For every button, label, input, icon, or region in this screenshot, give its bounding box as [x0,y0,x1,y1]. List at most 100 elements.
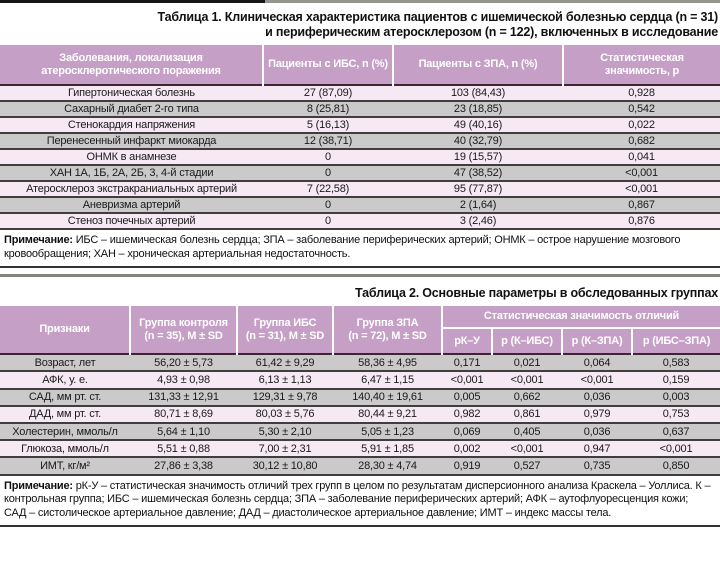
table-cell-pku: <0,001 [450,373,484,386]
table-cell-ibs-value: 80,03 ± 5,76 [255,408,315,421]
section-divider-rule [0,274,720,278]
table-cell-ibs-value: 30,12 ± 10,80 [252,459,318,472]
table1-header-diseases: Заболевания, локализация атеросклеротиче… [0,45,263,85]
table-cell-ibs-value: 129,31 ± 9,78 [252,391,318,404]
table-cell-zpa-value: 5,91 ± 1,85 [361,442,414,455]
table-cell-p-value: 0,041 [628,151,655,163]
table-cell-ibs-value: 12 (38,71) [303,135,353,147]
table2-header: Признаки Группа контроля (n = 35), M ± S… [0,306,720,355]
table1-clinical-characteristics: Заболевания, локализация атеросклеротиче… [0,45,720,230]
table-cell-zpa-value: 47 (38,52) [453,167,503,179]
table-cell-control-value: 5,64 ± 1,10 [157,425,210,438]
table2-subheader-pku: рК–У [441,328,492,355]
table-cell-p-k-zpa: 0,979 [583,408,611,421]
table-cell-zpa-value: 80,44 ± 9,21 [358,408,417,421]
table1-body: Гипертоническая болезнь 27 (87,09) 103 (… [0,85,720,229]
table-cell-p-ibs-zpa: 0,753 [662,408,690,421]
table2-subheader-p-k-zpa: р (К–ЗПА) [561,328,632,355]
table-cell-ibs-value: 61,42 ± 9,29 [255,356,315,369]
table-cell-p-k-zpa: 0,036 [583,425,611,438]
table1-header-ibs: Пациенты с ИБС, n (%) [262,45,393,85]
table-cell-p-k-ibs: 0,021 [513,356,541,369]
table2-header-row-1: Признаки Группа контроля (n = 35), M ± S… [0,306,720,355]
table-cell-zpa-value: 95 (77,87) [453,183,503,195]
table2-group-parameters: Признаки Группа контроля (n = 35), M ± S… [0,306,720,476]
table-cell-p-k-ibs: 0,861 [513,408,541,421]
table1-note-label: Примечание: [4,234,73,246]
table-cell-p-k-ibs: 0,405 [513,425,541,438]
table-cell-zpa-value: 2 (1,64) [459,199,497,211]
table1-note-text: ИБС – ишемическая болезнь сердца; ЗПА – … [4,234,681,260]
table1-header-zpa: Пациенты с ЗПА, n (%) [392,45,563,85]
table1-title-line2: и периферическим атеросклерозом (n = 122… [265,25,718,39]
table-cell-disease: Перенесенный инфаркт миокарда [46,135,217,147]
table-row: Сахарный диабет 2-го типа 8 (25,81) 23 (… [0,101,720,117]
table2-header-control-group: Группа контроля (n = 35), M ± SD [129,306,237,355]
table2-header-features: Признаки [0,306,130,355]
table-cell-pku: 0,069 [453,425,481,438]
table2-subheader-p-ibs-zpa: р (ИБС–ЗПА) [631,328,720,355]
table-row: АФК, у. е. 4,93 ± 0,98 6,13 ± 1,13 6,47 … [0,371,720,389]
table-cell-pku: 0,002 [453,442,481,455]
table-row: ХАН 1А, 1Б, 2А, 2Б, 3, 4-й стадии 0 47 (… [0,165,720,181]
table-row: Перенесенный инфаркт миокарда 12 (38,71)… [0,133,720,149]
table-cell-p-value: 0,928 [628,87,655,99]
table-cell-disease: Сахарный диабет 2-го типа [64,103,199,115]
table-cell-disease: Стеноз почечных артерий [67,215,196,227]
zpa-group-sub: (n = 72), M ± SD [348,329,427,342]
table-cell-p-k-zpa: 0,036 [583,391,611,404]
table-cell-p-k-ibs: 0,662 [513,391,541,404]
ibs-group-name: Группа ИБС [253,316,317,329]
table-cell-zpa-value: 28,30 ± 4,74 [358,459,417,472]
table-cell-p-ibs-zpa: 0,159 [662,373,690,386]
table-cell-ibs-value: 0 [325,151,331,163]
table-cell-feature: ИМТ, кг/м² [40,459,90,472]
table-cell-p-k-ibs: <0,001 [510,442,544,455]
table-cell-disease: ХАН 1А, 1Б, 2А, 2Б, 3, 4-й стадии [49,167,214,179]
table2-header-row-2: рК–У р (К–ИБС) р (К–ЗПА) р (ИБС–ЗПА) [0,328,720,355]
table-cell-ibs-value: 0 [325,199,331,211]
table-cell-p-k-zpa: 0,735 [583,459,611,472]
table-cell-p-ibs-zpa: 0,003 [662,391,690,404]
table-cell-p-value: <0,001 [625,183,658,195]
table-cell-p-ibs-zpa: <0,001 [659,442,693,455]
page-top-rule [0,0,720,3]
table-cell-p-value: 0,022 [628,119,655,131]
table-cell-zpa-value: 19 (15,57) [453,151,503,163]
table2-body: Возраст, лет 56,20 ± 5,73 61,42 ± 9,29 5… [0,354,720,475]
table-cell-p-k-ibs: 0,527 [513,459,541,472]
top-rule-left-segment [0,0,265,3]
table1-header: Заболевания, локализация атеросклеротиче… [0,45,720,85]
table-cell-control-value: 27,86 ± 3,38 [154,459,213,472]
table-cell-p-k-zpa: 0,947 [583,442,611,455]
table1-header-row: Заболевания, локализация атеросклеротиче… [0,45,720,85]
table-cell-p-ibs-zpa: 0,850 [662,459,690,472]
table1-title: Таблица 1. Клиническая характеристика па… [0,3,720,45]
table-cell-ibs-value: 0 [325,167,331,179]
table-cell-zpa-value: 6,47 ± 1,15 [361,373,414,386]
table-cell-p-value: <0,001 [625,167,658,179]
table-cell-ibs-value: 0 [325,215,331,227]
table-cell-disease: Стенокардия напряжения [67,119,196,131]
table-row: ОНМК в анамнезе 0 19 (15,57) 0,041 [0,149,720,165]
table-cell-pku: 0,919 [453,459,481,472]
table-cell-p-k-zpa: <0,001 [580,373,614,386]
table-cell-p-ibs-zpa: 0,637 [662,425,690,438]
table2-note: Примечание: рК-У – статистическая значим… [0,475,720,528]
table-cell-disease: Атеросклероз экстракраниальных артерий [26,183,237,195]
table-cell-zpa-value: 40 (32,79) [453,135,503,147]
table-cell-p-k-ibs: <0,001 [510,373,544,386]
table-cell-p-value: 0,542 [628,103,655,115]
table-row: Гипертоническая болезнь 27 (87,09) 103 (… [0,85,720,101]
table-row: САД, мм рт. ст. 131,33 ± 12,91 129,31 ± … [0,388,720,406]
table-cell-feature: АФК, у. е. [42,373,88,386]
table-cell-p-value: 0,867 [628,199,655,211]
table2-title-line: Таблица 2. Основные параметры в обследов… [355,286,718,301]
table-cell-p-value: 0,876 [628,215,655,227]
table-cell-feature: Глюкоза, ммоль/л [21,442,109,455]
table-row: Холестерин, ммоль/л 5,64 ± 1,10 5,30 ± 2… [0,422,720,441]
table1-title-line1: Таблица 1. Клиническая характеристика па… [157,10,719,24]
table-cell-feature: САД, мм рт. ст. [28,391,102,404]
table-cell-control-value: 80,71 ± 8,69 [154,408,213,421]
